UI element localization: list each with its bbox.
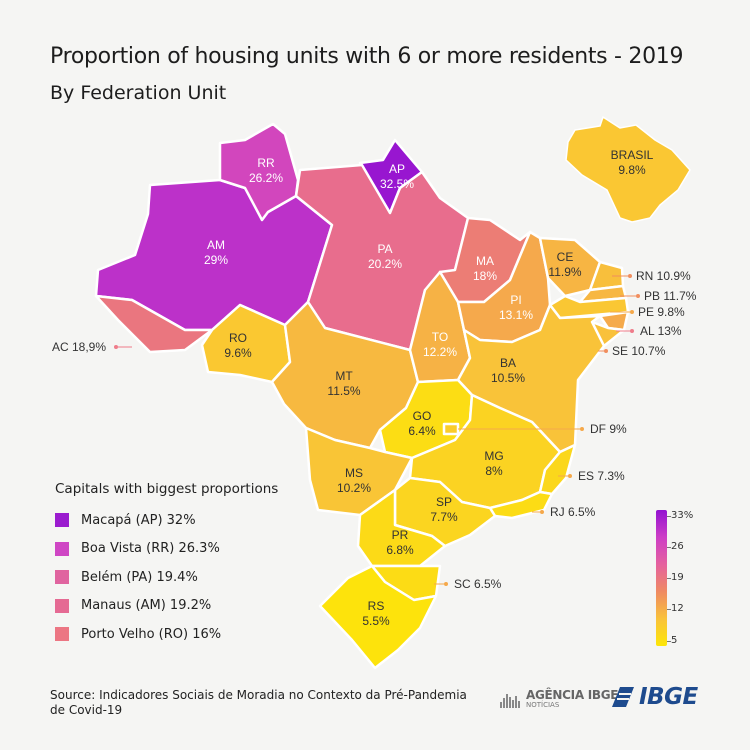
legend-swatch (55, 513, 69, 528)
label-ba-value: 10.5% (491, 371, 525, 385)
label-ma-abbr: MA (476, 254, 494, 268)
callout-pe-text: PE 9.8% (638, 305, 685, 319)
map-subtitle: By Federation Unit (50, 82, 227, 104)
label-go-abbr: GO (413, 409, 432, 423)
state-ac (94, 294, 214, 354)
legend-item-label: Manaus (AM) 19.2% (81, 598, 212, 614)
scale-tick-12: 12 (667, 603, 684, 614)
legend-item: Belém (PA) 19.4% (55, 563, 285, 592)
brazil-inset (565, 115, 691, 223)
label-pi-value: 13.1% (499, 308, 533, 322)
callout-rn: RN 10.9% (612, 269, 691, 283)
scale-tick-33: 33% (666, 510, 694, 521)
label-am-value: 29% (204, 253, 228, 267)
legend-item: Boa Vista (RR) 26.3% (55, 535, 285, 564)
legend-item: Porto Velho (RO) 16% (55, 620, 285, 649)
scale-tick-5: 5 (666, 635, 678, 646)
label-am-abbr: AM (207, 238, 225, 252)
callout-rj: RJ 6.5% (532, 505, 596, 519)
color-scale-bar (656, 510, 667, 646)
callout-es: ES 7.3% (558, 469, 625, 483)
label-pa-abbr: PA (377, 242, 392, 256)
label-rr-abbr: RR (257, 156, 275, 170)
label-mg-value: 8% (485, 464, 503, 478)
scale-tick-19: 19 (667, 572, 684, 583)
callout-sc-text: SC 6.5% (454, 577, 502, 591)
capitals-legend: Capitals with biggest proportions Macapá… (55, 480, 285, 649)
legend-item: Manaus (AM) 19.2% (55, 592, 285, 621)
agencia-logo-text: AGÊNCIA IBGE (526, 688, 619, 702)
legend-item-label: Macapá (AP) 32% (81, 512, 196, 528)
label-rs-abbr: RS (368, 599, 385, 613)
label-go-value: 6.4% (408, 424, 436, 438)
state-ms (304, 426, 414, 517)
legend-swatch (55, 598, 69, 613)
legend-swatch (55, 541, 69, 556)
state-pr (356, 488, 447, 568)
label-pr-abbr: PR (392, 528, 409, 542)
state-rs (318, 564, 438, 670)
legend-item-label: Porto Velho (RO) 16% (81, 626, 222, 642)
callout-se-text: SE 10.7% (612, 344, 666, 358)
label-brasil-abbr: BRASIL (611, 148, 654, 162)
legend-title: Capitals with biggest proportions (55, 481, 279, 497)
label-ba-abbr: BA (500, 356, 516, 370)
label-ce-value: 11.9% (548, 265, 581, 279)
map-title: Proportion of housing units with 6 or mo… (50, 44, 684, 69)
callout-pb-text: PB 11.7% (644, 289, 697, 303)
label-pr-value: 6.8% (386, 543, 414, 557)
legend-swatch (55, 627, 69, 642)
callout-al-text: AL 13% (640, 324, 682, 338)
label-ma-value: 18% (473, 269, 497, 283)
agencia-logo-subtext: NOTÍCIAS (526, 701, 560, 709)
legend-item-label: Boa Vista (RR) 26.3% (81, 541, 220, 557)
callout-pb: PB 11.7% (620, 289, 697, 303)
callout-df-text: DF 9% (590, 422, 627, 436)
callout-df: DF 9% (458, 422, 627, 436)
ibge-logo-icon (612, 687, 634, 707)
label-ce-abbr: CE (557, 250, 574, 264)
label-ms-value: 10.2% (337, 481, 371, 495)
label-pi-abbr: PI (510, 293, 521, 307)
label-sp-abbr: SP (436, 495, 452, 509)
ibge-logo-text: IBGE (639, 684, 698, 710)
label-ms-abbr: MS (345, 466, 363, 480)
label-sp-value: 7.7% (430, 510, 458, 524)
scale-tick-26: 26 (667, 541, 684, 552)
label-pa-value: 20.2% (368, 257, 402, 271)
legend-item-label: Belém (PA) 19.4% (81, 569, 198, 585)
label-to-value: 12.2% (423, 345, 457, 359)
callout-al: AL 13% (616, 324, 682, 338)
legend-swatch (55, 570, 69, 585)
label-mt-value: 11.5% (327, 384, 360, 398)
label-brasil-value: 9.8% (618, 163, 646, 177)
agencia-ibge-logo: AGÊNCIA IBGE NOTÍCIAS (500, 688, 619, 710)
callout-es-text: ES 7.3% (578, 469, 625, 483)
label-ro-value: 9.6% (224, 346, 252, 360)
inset-brasil-shape (565, 115, 691, 223)
label-ap-abbr: AP (389, 162, 405, 176)
source-note: Source: Indicadores Sociais de Moradia n… (50, 688, 467, 717)
label-mt-abbr: MT (335, 369, 353, 383)
callout-rj-text: RJ 6.5% (550, 505, 596, 519)
label-ap-value: 32.5% (380, 177, 414, 191)
label-ro-abbr: RO (229, 331, 247, 345)
callout-se: SE 10.7% (598, 344, 666, 358)
label-mg-abbr: MG (484, 449, 503, 463)
callout-rn-text: RN 10.9% (636, 269, 691, 283)
callout-ac: AC 18,9% (52, 340, 132, 354)
state-mt (270, 300, 420, 450)
label-rs-value: 5.5% (362, 614, 390, 628)
agencia-logo-icon (500, 694, 520, 708)
label-to-abbr: TO (432, 330, 448, 344)
legend-item: Macapá (AP) 32% (55, 506, 285, 535)
callout-pe: PE 9.8% (610, 305, 685, 319)
label-rr-value: 26.2% (249, 171, 283, 185)
ibge-logo: IBGE (608, 684, 698, 710)
state-df (442, 422, 460, 436)
callout-sc: SC 6.5% (434, 577, 502, 591)
callout-ac-text: AC 18,9% (52, 340, 106, 354)
